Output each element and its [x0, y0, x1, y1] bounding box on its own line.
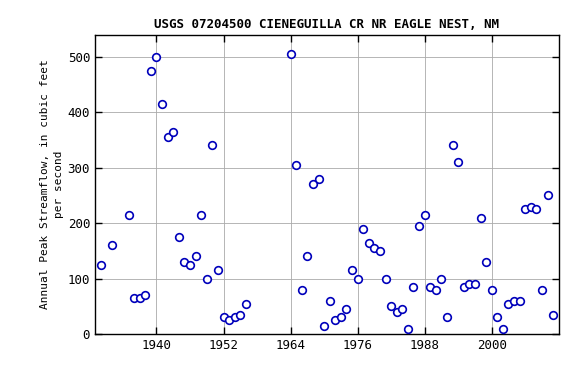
Point: [521, 206, 530, 212]
Point: [331, 317, 340, 323]
Point: [241, 301, 251, 307]
Point: [397, 306, 407, 312]
Point: [386, 303, 396, 310]
Point: [180, 259, 189, 265]
Point: [297, 286, 306, 293]
Point: [487, 286, 497, 293]
Point: [498, 326, 507, 332]
Point: [465, 281, 474, 287]
Point: [415, 223, 424, 229]
Point: [515, 298, 524, 304]
Point: [96, 262, 105, 268]
Point: [208, 142, 217, 149]
Point: [448, 142, 457, 149]
Point: [169, 129, 178, 135]
Point: [453, 159, 463, 165]
Point: [157, 101, 166, 107]
Point: [230, 314, 239, 321]
Point: [376, 248, 385, 254]
Point: [526, 204, 536, 210]
Point: [459, 284, 468, 290]
Point: [219, 314, 228, 321]
Y-axis label: Annual Peak Streamflow, in cubic feet
per second: Annual Peak Streamflow, in cubic feet pe…: [40, 60, 63, 309]
Point: [314, 176, 323, 182]
Point: [141, 292, 150, 298]
Point: [392, 309, 401, 315]
Point: [347, 267, 357, 273]
Point: [202, 276, 211, 282]
Point: [185, 262, 195, 268]
Point: [130, 295, 139, 301]
Point: [174, 234, 183, 240]
Point: [107, 242, 116, 248]
Point: [426, 284, 435, 290]
Point: [146, 68, 156, 74]
Point: [152, 54, 161, 60]
Point: [442, 314, 452, 321]
Point: [504, 301, 513, 307]
Point: [353, 276, 362, 282]
Point: [213, 267, 222, 273]
Point: [543, 192, 552, 199]
Point: [308, 181, 317, 187]
Point: [336, 314, 346, 321]
Point: [320, 323, 329, 329]
Point: [359, 226, 368, 232]
Point: [342, 306, 351, 312]
Point: [476, 215, 485, 221]
Point: [509, 298, 518, 304]
Title: USGS 07204500 CIENEGUILLA CR NR EAGLE NEST, NM: USGS 07204500 CIENEGUILLA CR NR EAGLE NE…: [154, 18, 499, 31]
Point: [163, 134, 172, 140]
Point: [492, 314, 502, 321]
Point: [196, 212, 206, 218]
Point: [482, 259, 491, 265]
Point: [381, 276, 390, 282]
Point: [532, 206, 541, 212]
Point: [403, 326, 412, 332]
Point: [437, 276, 446, 282]
Point: [420, 212, 429, 218]
Point: [225, 317, 234, 323]
Point: [471, 281, 480, 287]
Point: [124, 212, 133, 218]
Point: [548, 311, 558, 318]
Point: [286, 51, 295, 57]
Point: [364, 240, 373, 246]
Point: [191, 253, 200, 260]
Point: [236, 311, 245, 318]
Point: [325, 298, 334, 304]
Point: [135, 295, 145, 301]
Point: [537, 286, 547, 293]
Point: [431, 286, 441, 293]
Point: [291, 162, 301, 168]
Point: [303, 253, 312, 260]
Point: [370, 245, 379, 251]
Point: [409, 284, 418, 290]
